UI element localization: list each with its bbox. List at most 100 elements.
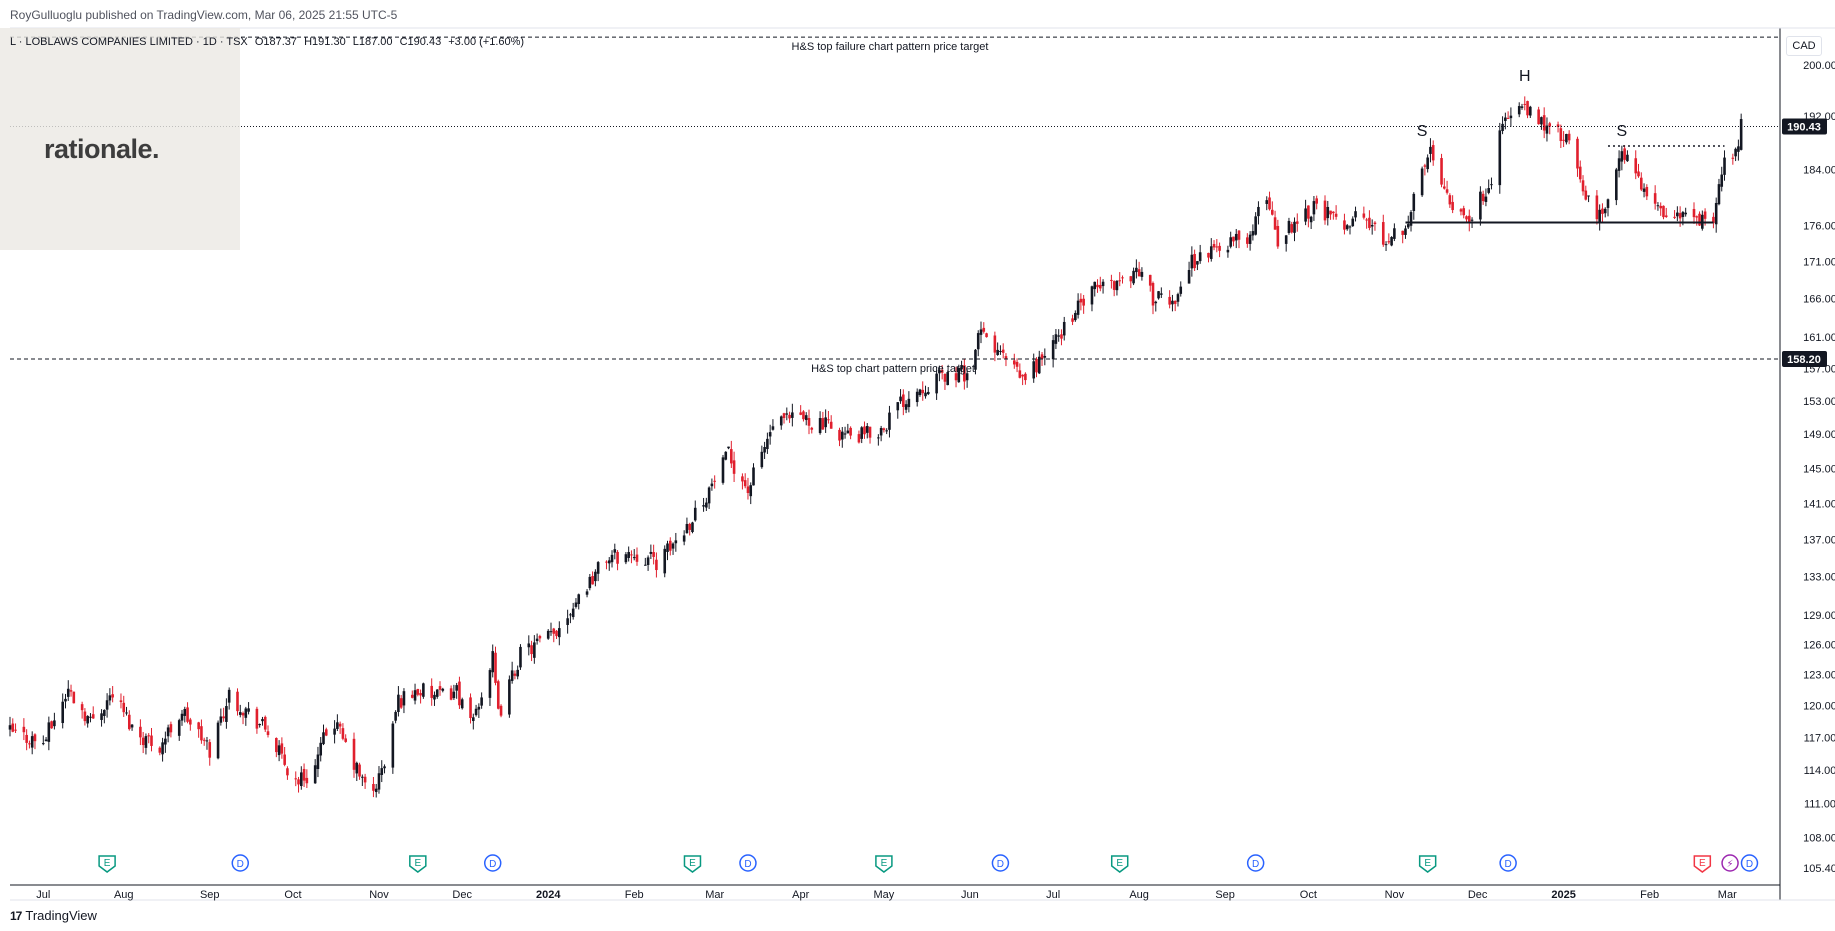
candle-body [41,743,45,745]
candle-body [333,728,336,735]
candle-body [430,685,433,698]
candle-body [1423,165,1427,167]
candle-body [472,717,475,721]
earnings-event-icon[interactable] [683,855,702,873]
candle-body [1431,145,1435,161]
tradingview-logo[interactable]: 17 TradingView [10,908,97,923]
candle-body [1024,373,1027,381]
dividend-event-icon[interactable] [483,854,502,872]
candle-body [1329,210,1332,215]
candle-body [569,614,572,616]
candle-body [1737,146,1740,152]
candle-body [1467,215,1471,223]
candle-body [1110,279,1113,281]
candle-body [66,688,70,697]
candle-body [158,747,162,753]
candle-body [1595,195,1599,220]
candle-body [1173,300,1177,304]
y-tick-label: 166.00 [1803,294,1835,306]
candle-body [1137,269,1141,277]
y-tick-label: 153.00 [1803,396,1835,408]
candle-body [921,389,925,394]
candle-body [1151,282,1155,306]
tradingview-brand: TradingView [25,908,97,923]
candle-body [982,327,986,332]
candle-body [918,389,922,396]
candle-body [1401,230,1404,235]
candle-body [1254,216,1257,235]
candle-body [902,394,905,407]
earnings-event-icon[interactable] [98,855,116,873]
candle-body [655,559,658,571]
earnings-event-icon[interactable] [1693,855,1712,873]
candle-body [1373,222,1377,225]
earnings-event-icon[interactable] [1418,855,1437,873]
candle-body [993,335,997,353]
candle-body [1312,201,1316,215]
symbol-legend[interactable]: L · LOBLAWS COMPANIES LIMITED · 1D · TSX… [10,36,528,48]
candle-body [1076,300,1080,315]
symbol-name[interactable]: L · LOBLAWS COMPANIES LIMITED · 1D · TSX [10,36,248,48]
dividend-event-icon[interactable] [1499,854,1517,872]
split-event-icon[interactable] [1721,854,1739,872]
candle-body [549,631,553,633]
candle-body [1606,199,1610,208]
candle-body [300,772,303,787]
candle-body [666,543,669,552]
candle-body [1484,196,1488,202]
candle-body [183,708,187,716]
y-tick-label: 129.00 [1803,610,1835,622]
earnings-event-icon[interactable] [875,855,893,873]
candle-body [1659,205,1663,209]
candle-body [363,776,367,783]
dividend-event-icon[interactable] [991,854,1010,872]
candle-body [1160,293,1163,295]
candle-body [1154,301,1158,304]
candle-body [1251,231,1255,236]
candle-body [752,467,755,486]
candle-body [1645,186,1649,197]
candle-body [1481,193,1485,202]
candle-body [1157,291,1160,299]
candle-body [477,706,481,710]
y-tick-label: 184.00 [1803,165,1835,177]
candle-body [255,708,259,729]
earnings-event-letter: E [104,858,111,869]
candle-body [1537,109,1540,125]
dividend-event-icon[interactable] [739,854,757,872]
candle-body [555,630,558,637]
candle-body [566,618,569,625]
candle-body [1509,115,1513,119]
candle-body [591,576,594,585]
candle-body [1681,212,1685,217]
candle-body [1287,220,1291,233]
candle-body [30,736,34,748]
earnings-event-icon[interactable] [409,855,427,873]
candle-body [139,726,142,738]
candle-body [1015,361,1019,367]
candle-body [1071,318,1074,322]
candle-body [1345,225,1349,230]
dividend-event-icon[interactable] [1740,854,1759,872]
candle-body [605,561,608,563]
lightning-icon: ⚡ [1727,859,1734,870]
candle-body [766,438,769,450]
dividend-event-icon[interactable] [1246,854,1265,872]
candle-body [882,428,886,431]
candle-body [1354,211,1357,218]
candle-body [222,716,225,719]
candle-body [33,734,37,742]
candle-body [344,738,347,742]
earnings-event-icon[interactable] [1110,855,1129,873]
dividend-event-icon[interactable] [231,854,250,872]
candle-body [1207,252,1210,258]
currency-button[interactable]: CAD [1786,36,1822,56]
candle-body [1587,195,1590,197]
y-tick-label: 200.00 [1803,60,1835,72]
candle-body [804,415,808,421]
candle-body [713,480,716,482]
candle-body [1626,154,1629,162]
candle-body [868,426,872,438]
candle-body [596,562,600,574]
